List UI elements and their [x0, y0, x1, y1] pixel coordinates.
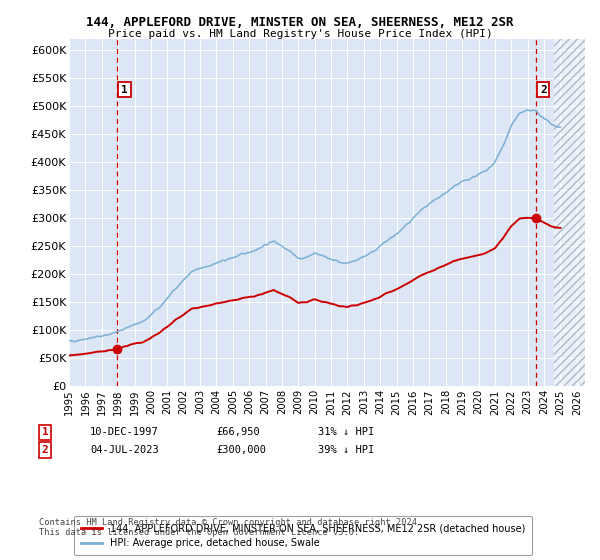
Bar	[554, 39, 585, 386]
Text: 1: 1	[121, 85, 128, 95]
Text: 2: 2	[540, 85, 547, 95]
Text: 04-JUL-2023: 04-JUL-2023	[90, 445, 159, 455]
Text: £300,000: £300,000	[216, 445, 266, 455]
Text: 2: 2	[41, 445, 49, 455]
Text: £66,950: £66,950	[216, 427, 260, 437]
Text: 39% ↓ HPI: 39% ↓ HPI	[318, 445, 374, 455]
Text: Contains HM Land Registry data © Crown copyright and database right 2024.
This d: Contains HM Land Registry data © Crown c…	[39, 518, 422, 538]
Text: 10-DEC-1997: 10-DEC-1997	[90, 427, 159, 437]
Text: 31% ↓ HPI: 31% ↓ HPI	[318, 427, 374, 437]
Legend: 144, APPLEFORD DRIVE, MINSTER ON SEA, SHEERNESS, ME12 2SR (detached house), HPI:: 144, APPLEFORD DRIVE, MINSTER ON SEA, SH…	[74, 516, 532, 555]
Text: Price paid vs. HM Land Registry's House Price Index (HPI): Price paid vs. HM Land Registry's House …	[107, 29, 493, 39]
Text: 1: 1	[41, 427, 49, 437]
Bar	[554, 39, 585, 386]
Text: 144, APPLEFORD DRIVE, MINSTER ON SEA, SHEERNESS, ME12 2SR: 144, APPLEFORD DRIVE, MINSTER ON SEA, SH…	[86, 16, 514, 29]
